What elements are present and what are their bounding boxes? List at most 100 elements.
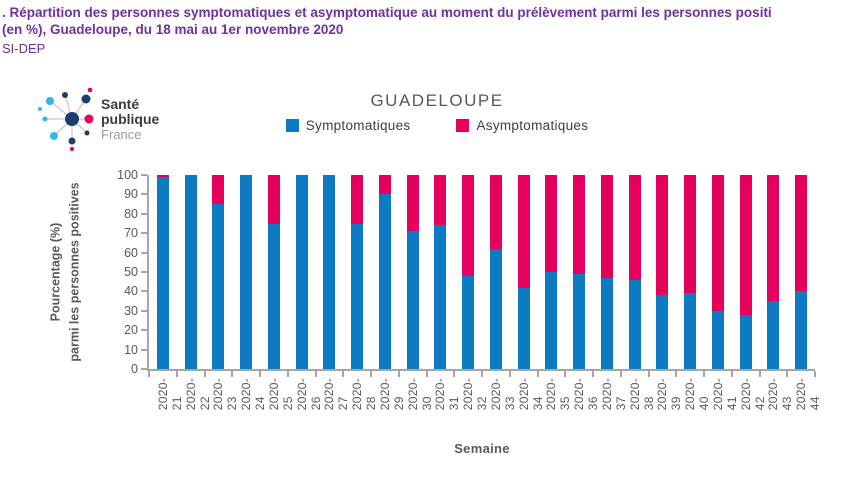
x-axis-tick-label: 2020-40 [683, 378, 712, 411]
x-axis-tick [203, 371, 206, 377]
y-axis-tick [141, 290, 147, 293]
bar-slot-2020-31 [427, 175, 455, 369]
x-axis-tick [619, 371, 622, 377]
x-axis-tick-label: 2020-27 [322, 378, 351, 411]
bar-slot-2020-29 [371, 175, 399, 369]
stacked-bar-2020-33 [489, 175, 502, 369]
stacked-bar-2020-22 [184, 175, 197, 369]
bar-segment-asymptomatiques-2020-39 [656, 175, 669, 296]
stacked-bar-2020-42 [739, 175, 752, 369]
logo-line2: publique [101, 110, 160, 127]
stacked-bar-2020-26 [295, 175, 308, 369]
y-axis-tick [141, 368, 147, 370]
legend-item-symptomatiques: Symptomatiques [285, 118, 411, 133]
x-axis-tick [814, 371, 816, 377]
stacked-bar-2020-29 [378, 175, 391, 369]
x-axis-tick-label: 2020-24 [239, 378, 268, 411]
chart-legend: Symptomatiques Asymptomatiques [28, 118, 846, 133]
bar-slot-2020-28 [343, 175, 371, 369]
legend-swatch-asymptomatiques-icon [456, 119, 470, 132]
bar-slot-2020-24 [232, 175, 260, 369]
bar-segment-symptomatiques-2020-21 [156, 176, 169, 369]
stacked-bar-2020-35 [545, 175, 558, 369]
stacked-bar-2020-37 [600, 175, 613, 369]
x-axis-tick-label: 2020-36 [572, 378, 601, 411]
bar-segment-asymptomatiques-2020-23 [212, 175, 225, 205]
x-axis-tick [592, 371, 594, 377]
x-axis-tick-label: 2020-31 [433, 378, 462, 411]
y-axis-tick-label: 80 [124, 206, 138, 221]
x-axis-tick [564, 371, 567, 377]
stacked-bar-2020-21 [156, 175, 169, 369]
bar-segment-symptomatiques-2020-22 [184, 175, 197, 369]
bar-segment-asymptomatiques-2020-30 [406, 175, 419, 232]
bar-segment-asymptomatiques-2020-21 [156, 175, 169, 177]
x-axis-tick-label: 2020-23 [211, 378, 240, 411]
bar-slot-2020-26 [288, 175, 316, 369]
legend-label-symptomatiques: Symptomatiques [305, 118, 411, 133]
bar-segment-symptomatiques-2020-30 [406, 231, 419, 369]
stacked-bar-2020-39 [656, 175, 669, 369]
x-axis-tick-label: 2020-22 [183, 378, 212, 411]
bar-segment-symptomatiques-2020-27 [323, 175, 336, 369]
legend-label-asymptomatiques: Asymptomatiques [476, 118, 589, 133]
x-axis-tick [342, 371, 345, 377]
bar-segment-asymptomatiques-2020-40 [684, 175, 697, 294]
bars-container [149, 175, 815, 369]
x-axis-tick [675, 371, 678, 377]
plot-area: Pourcentage (%) parmi les personnes posi… [49, 169, 822, 456]
bar-segment-symptomatiques-2020-44 [795, 291, 808, 369]
bar-segment-symptomatiques-2020-43 [767, 301, 780, 369]
bar-segment-symptomatiques-2020-38 [628, 279, 641, 369]
sante-publique-france-logo: Santé publique France [34, 86, 159, 152]
bar-segment-symptomatiques-2020-23 [212, 204, 225, 369]
bar-slot-2020-39 [649, 175, 677, 369]
page-title-line1: . Répartition des personnes symptomatiqu… [2, 5, 772, 20]
bar-segment-asymptomatiques-2020-35 [545, 175, 558, 272]
x-axis-tick [231, 371, 234, 377]
bar-slot-2020-43 [760, 175, 788, 369]
bar-segment-symptomatiques-2020-41 [711, 310, 724, 369]
bar-slot-2020-36 [565, 175, 593, 369]
y-axis-title-line2: parmi les personnes positives [68, 182, 82, 362]
bar-slot-2020-23 [205, 175, 233, 369]
bar-segment-symptomatiques-2020-28 [351, 223, 364, 369]
bar-slot-2020-27 [316, 175, 344, 369]
x-axis-tick-label: 2020-35 [544, 378, 573, 411]
stacked-bar-2020-30 [406, 175, 419, 369]
x-axis-tick [647, 371, 650, 377]
bar-segment-symptomatiques-2020-25 [267, 223, 280, 369]
chart-title: GUADELOUPE [370, 91, 504, 110]
x-axis-tick-label: 2020-41 [710, 378, 739, 411]
x-axis-tick-label: 2020-29 [377, 378, 406, 411]
x-axis-tick [259, 371, 261, 377]
bar-segment-asymptomatiques-2020-28 [351, 175, 364, 224]
bar-segment-asymptomatiques-2020-25 [267, 175, 280, 224]
logo-dots-icon [38, 87, 94, 151]
y-axis-tick [141, 212, 147, 215]
bar-slot-2020-38 [621, 175, 649, 369]
bar-segment-symptomatiques-2020-32 [462, 275, 475, 369]
x-axis-tick-label: 2020-39 [655, 378, 684, 411]
x-axis-tick [758, 371, 761, 377]
x-axis-tick [286, 371, 289, 377]
y-axis-title: Pourcentage (%) parmi les personnes posi… [46, 175, 86, 369]
x-axis-tick-label: 2020-21 [155, 378, 184, 411]
x-axis-tick-label: 2020-26 [294, 378, 323, 411]
x-axis-tick [175, 371, 178, 377]
stacked-bar-2020-27 [323, 175, 336, 369]
logo-line3: France [101, 126, 142, 142]
bar-segment-symptomatiques-2020-29 [378, 194, 391, 369]
y-axis-tick-label: 40 [124, 284, 138, 299]
bar-segment-symptomatiques-2020-42 [739, 314, 752, 369]
x-axis-tick [508, 371, 511, 377]
bar-slot-2020-25 [260, 175, 288, 369]
chart-widget: Santé publique France GUADELOUPE Symptom… [28, 78, 846, 474]
page-title-line2: (en %), Guadeloupe, du 18 mai au 1er nov… [2, 22, 344, 37]
logo-line1: Santé [101, 95, 140, 112]
bar-slot-2020-35 [538, 175, 566, 369]
bar-segment-asymptomatiques-2020-37 [600, 175, 613, 278]
x-axis-tick [370, 371, 372, 377]
x-axis-tick [703, 371, 705, 377]
bar-slot-2020-40 [676, 175, 704, 369]
